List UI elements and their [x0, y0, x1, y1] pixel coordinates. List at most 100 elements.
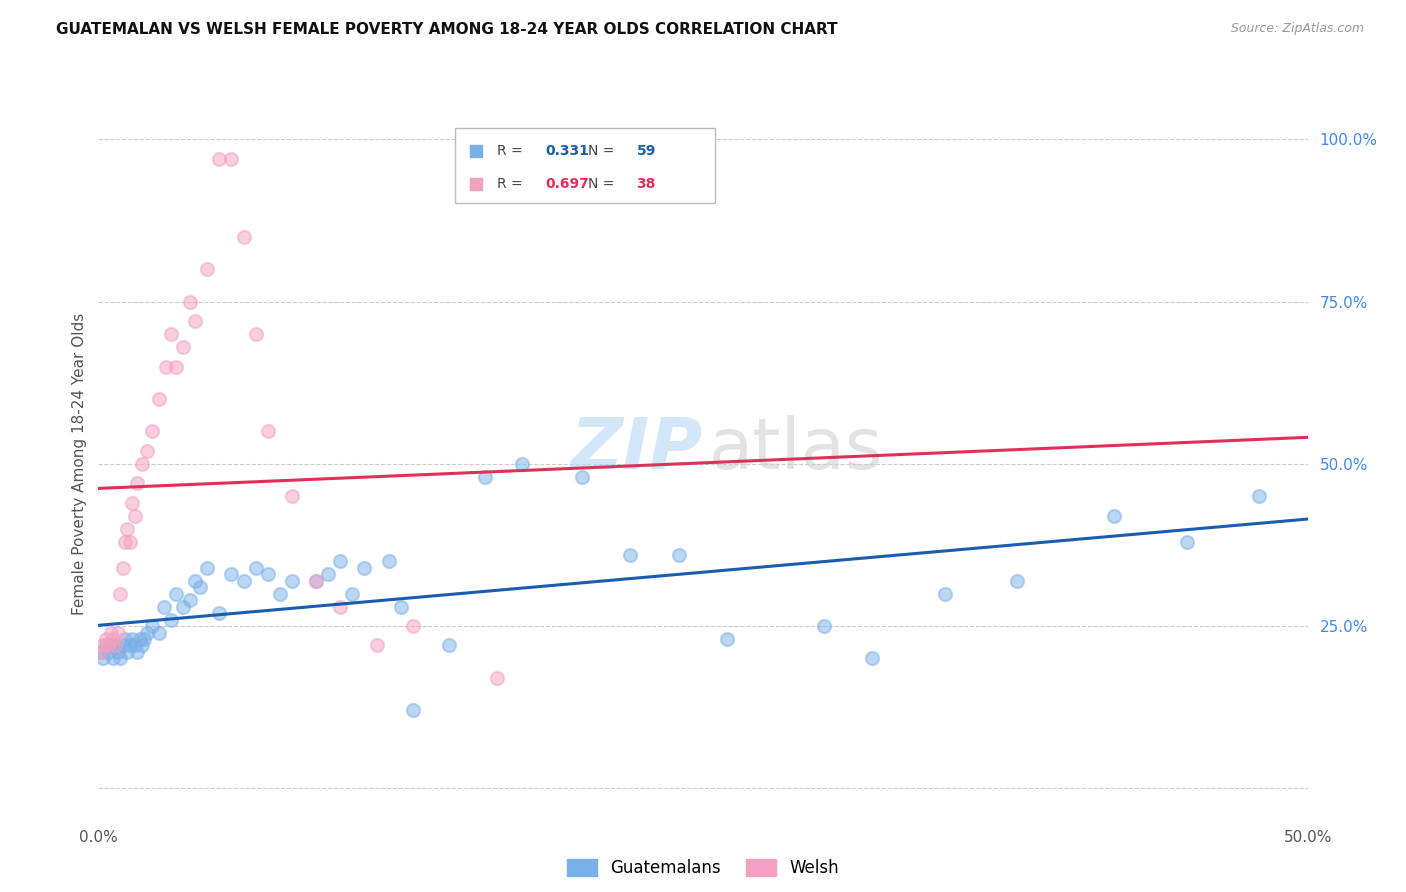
Point	[232, 574, 254, 588]
Point	[184, 574, 207, 588]
Point	[100, 639, 122, 653]
Point	[305, 574, 328, 588]
Point	[135, 443, 157, 458]
Point	[107, 645, 129, 659]
Point	[141, 619, 163, 633]
Point	[90, 645, 112, 659]
Point	[437, 639, 460, 653]
Point	[134, 632, 156, 646]
Point	[108, 651, 131, 665]
Point	[117, 645, 139, 659]
Point	[111, 639, 134, 653]
Point	[97, 639, 120, 653]
Point	[474, 470, 496, 484]
Point	[165, 359, 187, 374]
Point	[179, 294, 201, 309]
Point	[668, 548, 690, 562]
Legend: Guatemalans, Welsh: Guatemalans, Welsh	[561, 852, 845, 884]
Point	[366, 639, 388, 653]
Point	[281, 489, 304, 503]
Point	[172, 340, 194, 354]
Point	[305, 574, 328, 588]
Point	[813, 619, 835, 633]
Text: atlas: atlas	[709, 415, 883, 484]
Point	[232, 229, 254, 244]
Point	[107, 625, 129, 640]
Text: R =: R =	[498, 178, 527, 191]
Point	[111, 560, 134, 574]
Point	[486, 671, 509, 685]
Text: 0.331: 0.331	[546, 145, 589, 158]
Text: 0.697: 0.697	[546, 178, 589, 191]
Point	[121, 496, 143, 510]
Point	[124, 508, 146, 523]
Point	[389, 599, 412, 614]
Point	[124, 639, 146, 653]
Point	[316, 567, 339, 582]
Point	[172, 599, 194, 614]
Point	[118, 534, 141, 549]
Point	[208, 152, 231, 166]
Point	[256, 567, 278, 582]
Text: N =: N =	[588, 145, 619, 158]
Point	[152, 599, 174, 614]
Point	[127, 645, 149, 659]
Text: Source: ZipAtlas.com: Source: ZipAtlas.com	[1230, 22, 1364, 36]
Point	[104, 639, 127, 653]
Point	[94, 639, 117, 653]
Point	[377, 554, 399, 568]
Point	[90, 645, 112, 659]
Point	[619, 548, 641, 562]
Point	[571, 470, 593, 484]
Point	[127, 476, 149, 491]
Point	[1175, 534, 1198, 549]
Y-axis label: Female Poverty Among 18-24 Year Olds: Female Poverty Among 18-24 Year Olds	[72, 313, 87, 615]
Point	[91, 651, 114, 665]
Text: 59: 59	[637, 145, 655, 158]
Point	[195, 262, 218, 277]
Text: ZIP: ZIP	[571, 415, 703, 484]
Point	[245, 327, 267, 342]
Point	[114, 534, 136, 549]
Point	[716, 632, 738, 646]
Point	[148, 625, 170, 640]
Point	[269, 586, 291, 600]
Point	[402, 703, 425, 717]
Point	[221, 152, 243, 166]
Point	[118, 639, 141, 653]
Point	[155, 359, 177, 374]
Point	[860, 651, 883, 665]
Point	[101, 651, 124, 665]
Point	[1102, 508, 1125, 523]
Point	[256, 425, 278, 439]
FancyBboxPatch shape	[456, 128, 716, 203]
Point	[104, 639, 127, 653]
Point	[141, 425, 163, 439]
Point	[97, 645, 120, 659]
Point	[131, 639, 153, 653]
Point	[165, 586, 187, 600]
Point	[135, 625, 157, 640]
Point	[184, 314, 207, 328]
Point	[100, 625, 122, 640]
Point	[148, 392, 170, 406]
Point	[91, 639, 114, 653]
Point	[121, 632, 143, 646]
Point	[221, 567, 243, 582]
Point	[179, 593, 201, 607]
Point	[329, 599, 352, 614]
Point	[342, 586, 364, 600]
Point	[160, 327, 183, 342]
Point	[934, 586, 956, 600]
Text: R =: R =	[498, 145, 527, 158]
Point	[94, 632, 117, 646]
Text: N =: N =	[588, 178, 619, 191]
Point	[281, 574, 304, 588]
Point	[245, 560, 267, 574]
Point	[114, 632, 136, 646]
Point	[1007, 574, 1029, 588]
Point	[510, 457, 533, 471]
Point	[195, 560, 218, 574]
Point	[402, 619, 425, 633]
Point	[101, 632, 124, 646]
